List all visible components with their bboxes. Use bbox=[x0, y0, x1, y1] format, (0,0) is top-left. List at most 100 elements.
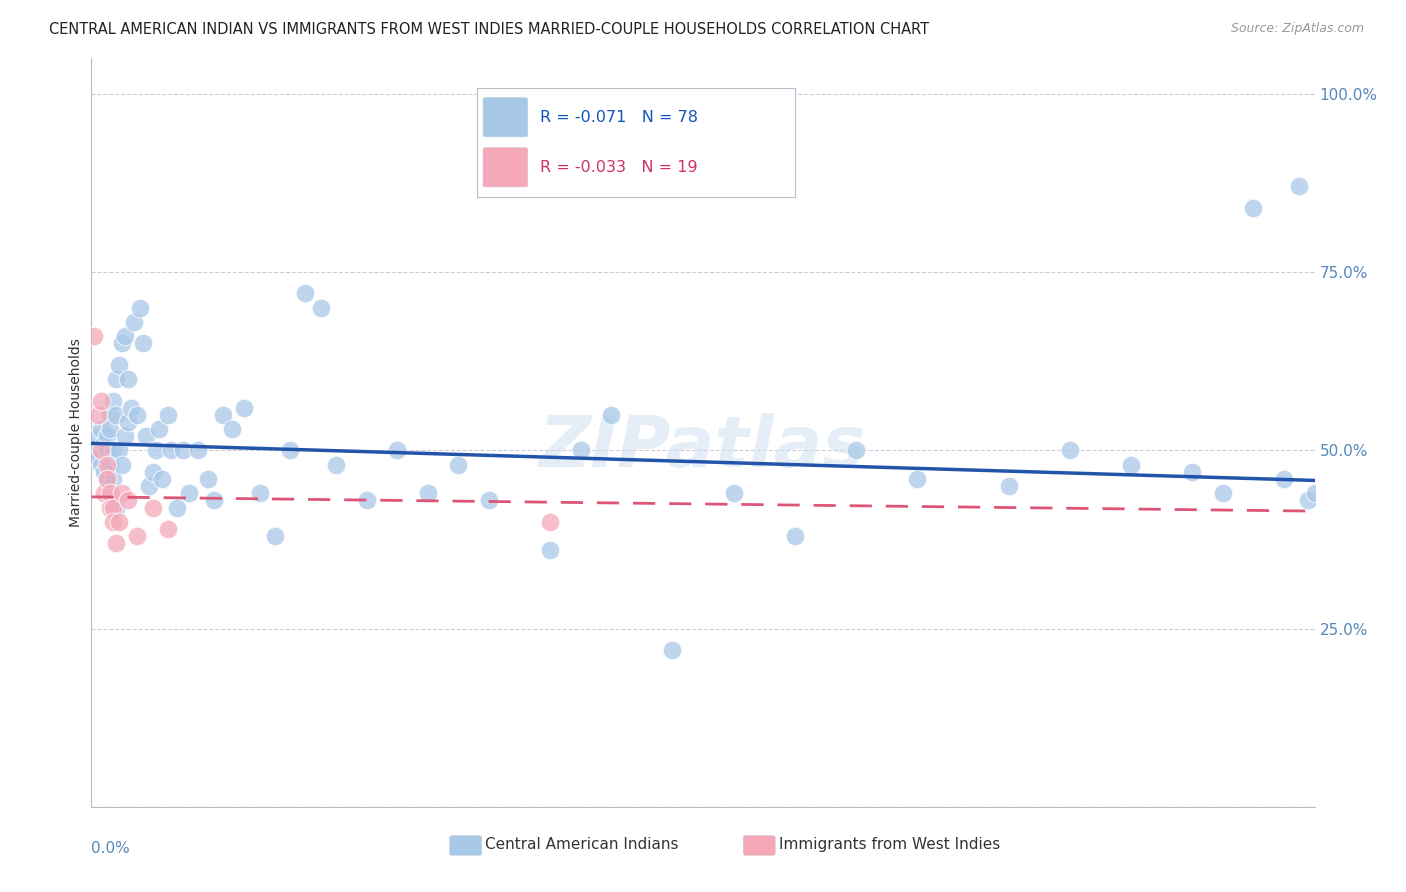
Point bbox=[264, 529, 287, 543]
Point bbox=[538, 543, 561, 558]
Point bbox=[101, 500, 124, 515]
Point bbox=[101, 515, 124, 529]
Point bbox=[1288, 179, 1310, 194]
Point bbox=[221, 422, 243, 436]
Point bbox=[83, 443, 105, 458]
Point bbox=[129, 301, 152, 315]
Point bbox=[179, 486, 201, 500]
Point bbox=[249, 486, 271, 500]
Point bbox=[86, 450, 108, 465]
Point bbox=[96, 429, 118, 443]
Text: Central American Indians: Central American Indians bbox=[485, 838, 679, 852]
Point bbox=[998, 479, 1021, 493]
Point bbox=[1298, 493, 1320, 508]
Point bbox=[86, 408, 108, 422]
Point bbox=[127, 408, 149, 422]
Point bbox=[197, 472, 219, 486]
Point bbox=[96, 472, 118, 486]
Point bbox=[86, 429, 108, 443]
Point bbox=[90, 443, 112, 458]
Point bbox=[156, 408, 179, 422]
Point bbox=[145, 443, 167, 458]
Point bbox=[478, 493, 501, 508]
Point bbox=[90, 422, 112, 436]
Y-axis label: Married-couple Households: Married-couple Households bbox=[69, 338, 83, 527]
Point bbox=[120, 401, 142, 415]
Point bbox=[98, 458, 121, 472]
Point bbox=[1272, 472, 1295, 486]
Point bbox=[90, 458, 112, 472]
Point bbox=[83, 329, 105, 343]
Point bbox=[93, 465, 115, 479]
Point bbox=[212, 408, 235, 422]
Point bbox=[98, 422, 121, 436]
Point bbox=[117, 372, 139, 386]
Point bbox=[104, 500, 127, 515]
Point bbox=[135, 429, 157, 443]
Point bbox=[1059, 443, 1081, 458]
Point bbox=[108, 443, 131, 458]
Point bbox=[98, 500, 121, 515]
Point bbox=[117, 493, 139, 508]
Point bbox=[111, 336, 134, 351]
Point bbox=[356, 493, 378, 508]
Point bbox=[98, 408, 121, 422]
Point bbox=[150, 472, 173, 486]
Point bbox=[101, 393, 124, 408]
Point bbox=[325, 458, 347, 472]
Point bbox=[93, 436, 115, 450]
Point bbox=[108, 358, 131, 372]
Point bbox=[114, 429, 136, 443]
Point bbox=[101, 443, 124, 458]
Point bbox=[127, 529, 149, 543]
Point bbox=[98, 486, 121, 500]
Point bbox=[111, 458, 134, 472]
Text: Source: ZipAtlas.com: Source: ZipAtlas.com bbox=[1230, 22, 1364, 36]
Point bbox=[845, 443, 868, 458]
Point bbox=[141, 500, 163, 515]
Point bbox=[278, 443, 301, 458]
Point bbox=[538, 515, 561, 529]
Point bbox=[108, 515, 131, 529]
Point bbox=[104, 372, 127, 386]
Point bbox=[294, 286, 316, 301]
Point bbox=[783, 529, 806, 543]
Point bbox=[148, 422, 170, 436]
Point bbox=[905, 472, 928, 486]
Point bbox=[104, 536, 127, 550]
Point bbox=[132, 336, 155, 351]
Point bbox=[416, 486, 439, 500]
Text: Immigrants from West Indies: Immigrants from West Indies bbox=[779, 838, 1000, 852]
Point bbox=[233, 401, 256, 415]
Text: ZIPatlas: ZIPatlas bbox=[540, 413, 866, 482]
Point bbox=[96, 472, 118, 486]
Point bbox=[141, 465, 163, 479]
Point bbox=[1303, 486, 1326, 500]
Point bbox=[723, 486, 745, 500]
Point bbox=[93, 486, 115, 500]
Point bbox=[122, 315, 145, 329]
FancyBboxPatch shape bbox=[450, 836, 482, 855]
Point bbox=[138, 479, 160, 493]
Point bbox=[104, 408, 127, 422]
Point bbox=[1243, 201, 1265, 215]
FancyBboxPatch shape bbox=[744, 836, 775, 855]
Text: CENTRAL AMERICAN INDIAN VS IMMIGRANTS FROM WEST INDIES MARRIED-COUPLE HOUSEHOLDS: CENTRAL AMERICAN INDIAN VS IMMIGRANTS FR… bbox=[49, 22, 929, 37]
Point bbox=[1212, 486, 1234, 500]
Point bbox=[569, 443, 592, 458]
Point bbox=[160, 443, 183, 458]
Point bbox=[600, 408, 623, 422]
Point bbox=[385, 443, 409, 458]
Point bbox=[96, 443, 118, 458]
Point bbox=[447, 458, 470, 472]
Point bbox=[1121, 458, 1143, 472]
Point bbox=[172, 443, 194, 458]
Point bbox=[101, 472, 124, 486]
Point bbox=[1181, 465, 1204, 479]
Point bbox=[90, 393, 112, 408]
Point bbox=[166, 500, 188, 515]
Point bbox=[309, 301, 332, 315]
Point bbox=[96, 458, 118, 472]
Point bbox=[661, 643, 683, 657]
Point bbox=[202, 493, 225, 508]
